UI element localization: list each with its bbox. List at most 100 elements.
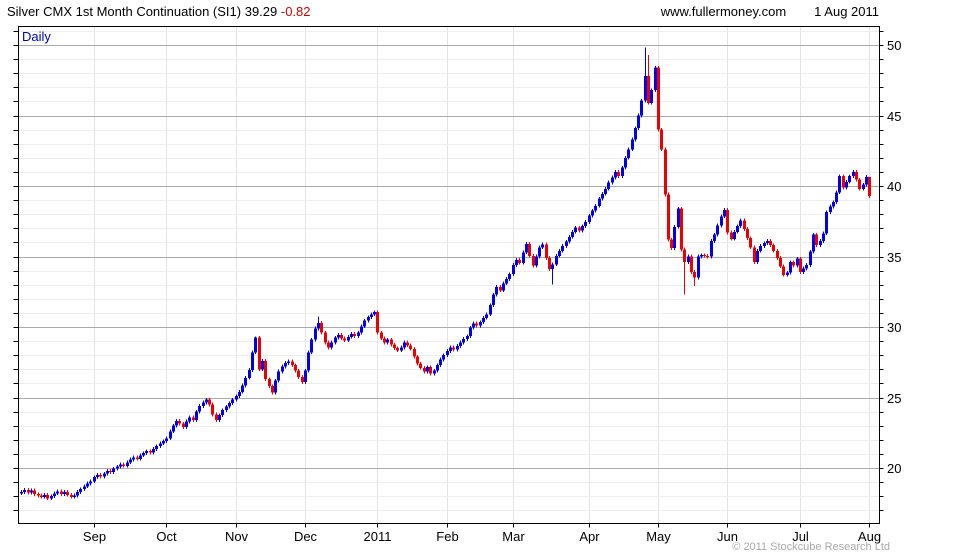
- candle: [211, 404, 214, 415]
- candle: [459, 342, 462, 347]
- y-axis-label: 25: [887, 391, 901, 406]
- candle: [452, 347, 455, 350]
- candle: [532, 255, 535, 266]
- candle: [89, 481, 92, 484]
- candle: [442, 355, 445, 360]
- candle: [185, 421, 188, 428]
- candle: [142, 453, 145, 456]
- candle: [756, 250, 759, 263]
- candle: [746, 229, 749, 239]
- candle: [555, 255, 558, 265]
- candle: [416, 356, 419, 364]
- candle: [396, 348, 399, 351]
- candle: [462, 339, 465, 343]
- candle: [244, 377, 247, 386]
- header-right: www.fullermoney.com 1 Aug 2011: [661, 4, 879, 19]
- candle: [730, 232, 733, 239]
- candle: [310, 339, 313, 353]
- candle: [588, 215, 591, 222]
- candle: [538, 247, 541, 257]
- candle: [518, 260, 521, 263]
- candle: [548, 257, 551, 270]
- candle: [466, 336, 469, 340]
- candle: [423, 367, 426, 372]
- candle: [541, 244, 544, 248]
- candle: [228, 403, 231, 407]
- candle: [591, 210, 594, 216]
- candle: [261, 360, 264, 370]
- candle: [749, 238, 752, 248]
- candle: [145, 451, 148, 454]
- candle: [367, 317, 370, 321]
- candle: [301, 377, 304, 383]
- y-axis-label: 30: [887, 320, 901, 335]
- candle: [763, 243, 766, 246]
- candle: [215, 414, 218, 421]
- candle: [347, 336, 350, 341]
- candle: [149, 451, 152, 453]
- candle: [716, 225, 719, 235]
- candle: [525, 243, 528, 253]
- candle: [812, 234, 815, 252]
- candle: [786, 272, 789, 275]
- candle: [20, 491, 23, 494]
- candle: [376, 312, 379, 333]
- candle: [515, 260, 518, 265]
- axis-labels-layer: Sep Oct Nov Dec 2011 Feb Mar Apr May Jun Jul Aug 20 2…: [83, 38, 902, 544]
- candle: [264, 360, 267, 380]
- candle: [574, 227, 577, 232]
- candle: [334, 337, 337, 343]
- candle: [195, 411, 198, 421]
- last-price: 39.29: [244, 4, 278, 19]
- candle: [558, 250, 561, 256]
- candle: [284, 362, 287, 367]
- candle: [27, 489, 30, 493]
- candle: [251, 352, 254, 371]
- candle: [271, 386, 274, 393]
- x-axis-label: Jun: [717, 529, 738, 544]
- candle: [258, 337, 261, 370]
- date-label: 1 Aug 2011: [814, 4, 879, 19]
- candle: [673, 226, 676, 249]
- candle: [456, 346, 459, 350]
- candle: [545, 244, 548, 258]
- candle: [782, 266, 785, 275]
- gridlines-layer: [18, 26, 879, 523]
- candle: [314, 328, 317, 340]
- candle: [119, 464, 122, 467]
- candle: [594, 205, 597, 211]
- candle: [858, 179, 861, 189]
- x-axis-label: Apr: [579, 529, 600, 544]
- candle: [225, 406, 228, 411]
- candle: [274, 380, 277, 393]
- candle: [700, 255, 703, 257]
- candle: [713, 234, 716, 242]
- candle: [175, 420, 178, 426]
- candle: [789, 262, 792, 273]
- candle: [307, 352, 310, 371]
- candle: [568, 236, 571, 242]
- candle: [139, 455, 142, 459]
- candle: [617, 171, 620, 177]
- candle: [726, 209, 729, 233]
- candle: [505, 279, 508, 284]
- candle: [845, 181, 848, 188]
- candle: [551, 264, 554, 270]
- candle: [23, 489, 26, 492]
- candle: [99, 475, 102, 477]
- candle: [508, 274, 511, 280]
- candle: [739, 220, 742, 227]
- candle: [776, 250, 779, 258]
- candle: [324, 332, 327, 343]
- candle: [169, 431, 172, 439]
- candle: [409, 345, 412, 349]
- instrument-title: Silver CMX 1st Month Continuation (SI1): [7, 4, 245, 19]
- candle: [842, 176, 845, 188]
- candle: [426, 367, 429, 372]
- candle: [317, 322, 320, 329]
- candle: [56, 491, 59, 494]
- candle: [723, 209, 726, 217]
- candle: [598, 198, 601, 206]
- candle: [499, 286, 502, 291]
- candle: [848, 176, 851, 182]
